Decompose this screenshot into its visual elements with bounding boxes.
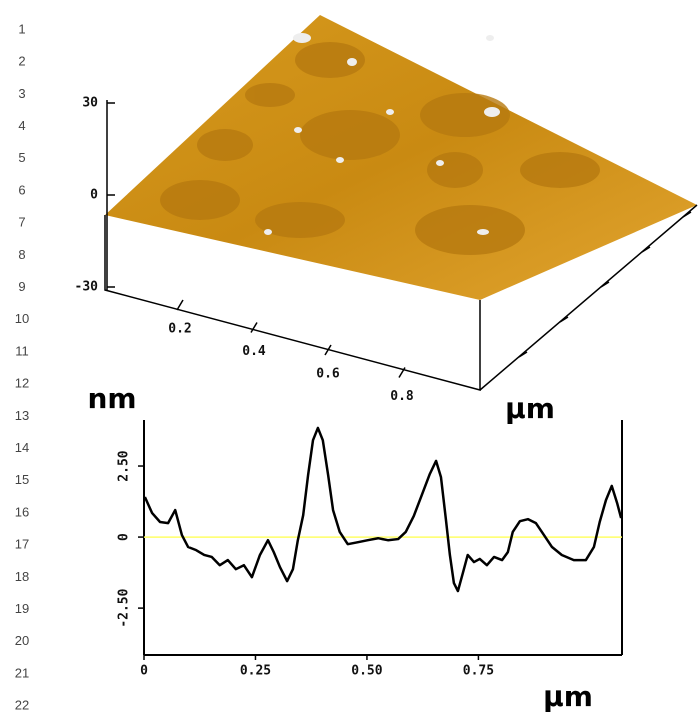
right-ticks (518, 211, 692, 358)
x-tick-label: 0.25 (240, 664, 271, 679)
line-number: 4 (18, 118, 25, 133)
line-number: 11 (15, 343, 29, 358)
line-number: 17 (15, 537, 29, 552)
x-unit: μm (505, 392, 555, 425)
x-tick-label: 0.4 (242, 344, 266, 359)
x-tick (250, 322, 258, 333)
z-tick-label: 0 (90, 188, 98, 203)
line-number: 22 (15, 698, 29, 713)
x-tick (324, 344, 332, 356)
line-number: 1 (18, 21, 25, 36)
afm-surface: 30 0 -30 0.2 0.4 0.6 0.8 nm μm (75, 15, 698, 425)
surface-top (105, 15, 697, 300)
box-right (479, 204, 698, 391)
x-tick-label: 0.75 (463, 664, 494, 679)
line-number: 12 (15, 376, 29, 391)
line-number: 21 (15, 665, 29, 680)
line-number: 20 (15, 633, 29, 648)
line-number: 7 (18, 215, 25, 230)
axes-3d: 30 0 -30 0.2 0.4 0.6 0.8 (75, 96, 414, 405)
y-tick-label: 0 (117, 533, 132, 541)
x-tick-label: 0.2 (168, 322, 191, 337)
line-number: 18 (15, 569, 29, 584)
x-tick-label: 0 (140, 664, 148, 679)
line-number: 3 (18, 86, 25, 101)
line-number: 14 (15, 440, 29, 455)
x-tick (398, 367, 406, 378)
y-tick-label: -2.50 (117, 588, 132, 627)
box-front (104, 215, 481, 391)
line-number: 5 (18, 150, 25, 165)
line-number: 8 (18, 247, 25, 262)
z-unit: nm (87, 382, 136, 415)
surface-peaks (264, 33, 500, 235)
line-number: 15 (15, 472, 29, 487)
x-tick-label: 0.6 (316, 367, 340, 382)
z-tick-label: -30 (75, 280, 99, 295)
line-number: 13 (15, 408, 29, 423)
x-tick-label: 0.50 (351, 664, 382, 679)
profile-line (143, 426, 623, 593)
x-axis-label: μm (543, 680, 593, 713)
line-number: 19 (15, 601, 29, 616)
x-tick (176, 299, 184, 311)
y-tick-label: 2.50 (117, 450, 132, 481)
line-number: 9 (18, 279, 25, 294)
line-number: 10 (15, 311, 29, 326)
line-number: 2 (18, 54, 25, 69)
x-tick-label: 0.8 (390, 389, 414, 404)
line-number: 16 (15, 504, 29, 519)
line-number: 6 (18, 182, 25, 197)
z-tick-label: 30 (82, 96, 98, 111)
profile-chart: μm -2.50 0 2.50 0 0.25 0.50 0.75 (117, 420, 623, 713)
